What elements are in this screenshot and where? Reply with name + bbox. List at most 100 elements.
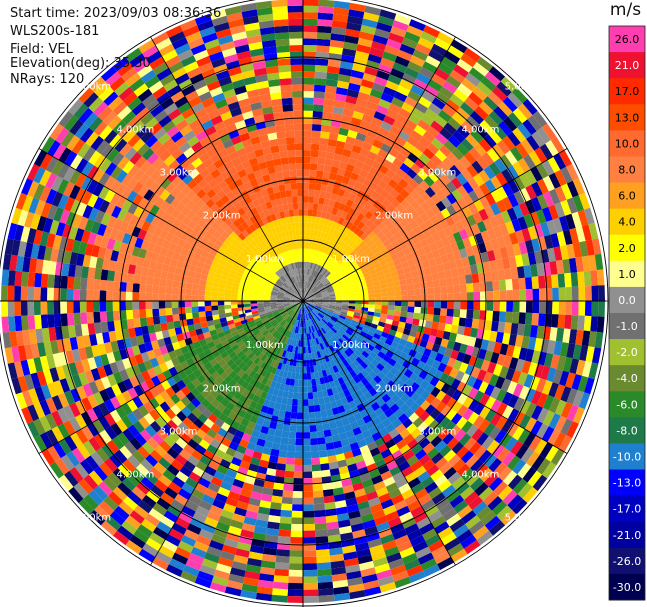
ppi-cell — [337, 74, 351, 83]
ppi-cell — [547, 340, 556, 355]
ppi-cell — [384, 323, 392, 330]
ppi-cell — [332, 13, 349, 23]
ppi-cell — [450, 212, 461, 224]
ppi-cell — [146, 316, 154, 326]
ppi-cell — [353, 454, 365, 464]
ppi-cell — [462, 353, 472, 365]
ppi-cell — [373, 480, 386, 491]
ppi-cell — [581, 255, 591, 272]
ppi-cell — [407, 335, 416, 344]
ppi-cell — [312, 391, 319, 399]
ppi-cell — [466, 424, 479, 438]
ppi-cell — [368, 370, 378, 380]
ppi-cell — [511, 312, 520, 324]
ppi-cell — [536, 325, 545, 339]
ppi-cell — [387, 305, 395, 311]
ppi-cell — [364, 382, 374, 392]
ppi-cell — [366, 354, 375, 363]
ppi-cell — [298, 373, 303, 380]
ppi-cell — [417, 325, 425, 334]
ppi-cell — [304, 288, 308, 295]
ppi-cell — [324, 281, 331, 287]
ppi-cell — [363, 391, 373, 401]
ppi-cell — [326, 233, 333, 241]
ppi-cell — [334, 307, 342, 312]
ppi-cell — [426, 142, 440, 155]
ppi-cell — [476, 369, 487, 382]
ppi-cell — [355, 460, 367, 470]
ppi-cell — [396, 250, 405, 259]
ppi-cell — [335, 194, 343, 203]
ppi-cell — [557, 314, 566, 329]
ppi-cell — [377, 371, 386, 380]
ppi-cell — [421, 113, 435, 126]
ppi-cell — [348, 400, 357, 409]
ppi-cell — [358, 319, 366, 325]
ppi-cell — [431, 137, 444, 150]
ppi-cell — [307, 385, 313, 393]
ppi-cell — [342, 444, 352, 454]
ppi-cell — [345, 315, 353, 320]
ppi-cell — [327, 321, 334, 328]
ppi-cell — [303, 169, 310, 177]
ppi-cell — [461, 256, 470, 267]
ppi-cell — [345, 163, 355, 173]
ppi-cell — [297, 405, 303, 413]
ppi-cell — [375, 266, 383, 273]
ppi-cell — [379, 317, 387, 324]
ppi-cell — [353, 535, 368, 545]
ppi-cell — [337, 425, 346, 435]
ppi-cell — [303, 110, 313, 118]
ppi-cell — [390, 324, 399, 332]
ppi-cell — [403, 157, 415, 169]
ppi-cell — [479, 281, 487, 292]
ppi-cell — [373, 111, 386, 122]
ppi-cell — [446, 204, 457, 216]
ppi-cell — [331, 573, 348, 582]
ppi-cell — [425, 273, 433, 282]
ppi-cell — [410, 427, 422, 439]
ppi-cell — [415, 43, 432, 56]
ppi-cell — [303, 425, 310, 433]
ppi-cell — [417, 96, 432, 109]
ppi-cell — [483, 453, 497, 468]
ppi-cell — [588, 331, 597, 348]
ppi-cell — [316, 364, 322, 372]
ppi-cell — [542, 395, 555, 411]
ppi-cell — [303, 228, 307, 236]
ppi-cell — [400, 284, 408, 291]
ppi-cell — [306, 366, 311, 374]
ppi-cell — [325, 382, 332, 390]
ppi-cell — [534, 223, 544, 239]
ppi-cell — [515, 444, 529, 460]
ppi-cell — [424, 373, 434, 384]
ppi-cell — [327, 353, 333, 361]
ppi-cell — [565, 213, 576, 230]
ppi-cell — [456, 239, 466, 251]
ppi-cell — [454, 429, 467, 442]
ppi-cell — [471, 160, 484, 174]
ppi-cell — [456, 529, 473, 544]
ppi-cell — [326, 205, 334, 214]
ppi-cell — [439, 127, 453, 140]
ppi-cell — [507, 131, 521, 147]
ppi-cell — [444, 269, 453, 279]
ppi-cell — [303, 491, 314, 498]
ppi-cell — [373, 209, 383, 219]
ppi-cell — [371, 336, 379, 344]
ppi-cell — [490, 352, 500, 364]
ppi-cell — [383, 504, 397, 516]
ppi-cell — [380, 498, 394, 510]
ppi-cell — [338, 317, 345, 322]
ppi-cell — [335, 223, 342, 231]
ppi-cell — [345, 136, 356, 145]
ppi-cell — [468, 520, 485, 535]
ppi-cell — [532, 474, 548, 492]
ppi-cell — [315, 293, 322, 297]
ppi-cell — [342, 108, 354, 118]
ppi-cell — [311, 325, 315, 333]
ppi-cell — [438, 86, 454, 100]
ppi-cell — [331, 26, 347, 36]
ppi-cell — [337, 167, 346, 177]
ppi-cell — [529, 376, 541, 391]
